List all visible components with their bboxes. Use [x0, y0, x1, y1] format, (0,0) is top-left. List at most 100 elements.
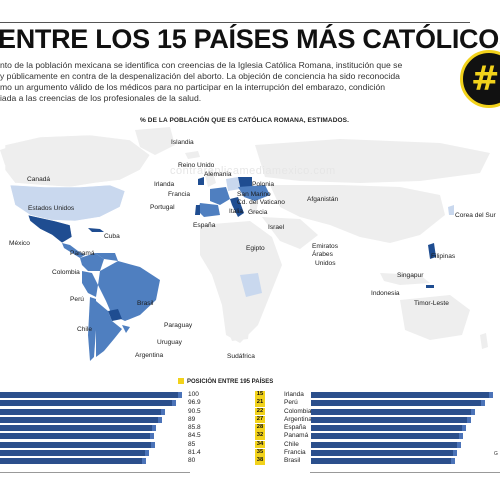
- watermark: contrareplicamediamexico.com: [170, 165, 336, 177]
- bar-row: 80: [0, 457, 200, 465]
- bar-value: 90.5: [188, 407, 201, 415]
- region-southafrica: [226, 323, 250, 341]
- region-philippines: [428, 243, 436, 259]
- bar-row: 89: [0, 416, 200, 424]
- label-uruguay: Uruguay: [157, 339, 182, 346]
- bar-value: 84.5: [188, 432, 201, 440]
- rank-country: Francia: [284, 449, 306, 457]
- region-argentina: [96, 301, 122, 357]
- region-timor: [426, 285, 434, 288]
- region-ireland: [198, 177, 204, 185]
- label-filipinas: Filipinas: [431, 253, 456, 260]
- rank-position: 15: [255, 391, 265, 399]
- region-venezuela: [95, 253, 118, 261]
- rank-bar: [311, 433, 463, 440]
- rank-bar: [311, 400, 485, 407]
- bar: [0, 416, 162, 423]
- rank-country: Chile: [284, 440, 299, 448]
- axis-line-right: [310, 472, 500, 473]
- rank-position: 21: [255, 399, 265, 407]
- intro-paragraph: nto de la población mexicana se identifi…: [0, 60, 450, 104]
- rank-position: 38: [255, 457, 265, 465]
- region-uk: [205, 169, 216, 187]
- ranking-marker: [178, 378, 184, 384]
- label-sudafrica: Sudáfrica: [227, 353, 255, 360]
- region-chile: [88, 297, 96, 361]
- label-cuba: Cuba: [104, 233, 120, 240]
- map-title: % DE LA POBLACIÓN QUE ES CATÓLICA ROMANA…: [140, 117, 349, 124]
- bar-row: 85.8: [0, 424, 201, 432]
- rank-bar: [311, 392, 493, 398]
- bar: [0, 441, 155, 448]
- region-alaska: [0, 145, 20, 165]
- bar-row: 90.5: [0, 407, 201, 416]
- ranking-row: 27 Argentina: [255, 415, 500, 424]
- region-greenland: [135, 127, 175, 155]
- bar-value: 100: [188, 391, 199, 398]
- region-asia: [270, 185, 445, 243]
- bar-value: 80: [188, 457, 196, 465]
- corner-tag: G: [494, 451, 498, 457]
- ranking-title: POSICIÓN ENTRE 195 PAÍSES: [178, 378, 273, 385]
- label-emiratos: Emiratos: [312, 243, 339, 250]
- region-colombia: [80, 253, 104, 271]
- bar-value: 85.8: [188, 424, 201, 432]
- bar-row: 96.9: [0, 399, 201, 407]
- rank-country: Argentina: [284, 415, 312, 423]
- bar-row: 85: [0, 441, 200, 449]
- hashtag-badge: #D: [460, 50, 500, 108]
- bar: [0, 458, 146, 465]
- rank-position: 34: [255, 440, 265, 449]
- region-indonesia: [380, 273, 430, 285]
- rank-position: 27: [255, 415, 265, 424]
- intro-line: iada a las creencias de los profesionale…: [0, 93, 202, 103]
- label-corea: Corea del Sur: [455, 212, 496, 219]
- ranking-row: 38 Brasil: [255, 457, 500, 465]
- region-peru: [82, 271, 98, 297]
- ranking-title-text: POSICIÓN ENTRE 195 PAÍSES: [187, 379, 274, 385]
- label-timor: Timor-Leste: [414, 300, 449, 307]
- region-greece: [250, 203, 258, 213]
- bar-value: 81.4: [188, 449, 201, 457]
- label-italia: Italia: [229, 208, 243, 215]
- label-israel: Israel: [268, 224, 285, 231]
- label-francia: Francia: [168, 191, 190, 198]
- region-cuba: [88, 228, 104, 232]
- ranking-row: 28 España: [255, 424, 500, 432]
- bar-value: 96.9: [188, 399, 201, 407]
- region-nz: [480, 333, 488, 349]
- label-brasil: Brasil: [137, 300, 154, 307]
- bar: [0, 392, 182, 398]
- label-argentina: Argentina: [135, 352, 164, 359]
- label-estados-unidos: Estados Unidos: [28, 205, 75, 212]
- label-arabes: Árabes: [312, 251, 333, 258]
- region-korea: [448, 205, 454, 215]
- label-colombia: Colombia: [52, 269, 80, 276]
- ranking-row: 22 Colombia: [255, 407, 500, 416]
- bar: [0, 408, 165, 415]
- axis-line-left: [0, 472, 190, 473]
- rank-bar: [311, 425, 466, 432]
- rank-country: Perú: [284, 399, 298, 407]
- bar-row: 81.4: [0, 449, 201, 457]
- percentage-bars: 100 96.9 90.5 89 85.8 84.5 85 81.4 80: [0, 391, 201, 466]
- region-germany: [226, 177, 240, 191]
- bar: [0, 400, 176, 407]
- label-unidos: Unidos: [315, 260, 336, 267]
- badge-text: #D: [471, 59, 500, 99]
- ranking-row: 34 Chile: [255, 440, 500, 449]
- label-portugal: Portugal: [150, 204, 175, 211]
- label-irlanda: Irlanda: [154, 181, 175, 188]
- label-islandia: Islandia: [171, 139, 194, 146]
- label-espana: España: [193, 222, 216, 229]
- region-usa: [9, 184, 126, 222]
- label-afganistan: Afganistán: [307, 196, 339, 203]
- label-chile: Chile: [77, 326, 93, 333]
- rank-position: 22: [255, 407, 265, 416]
- label-indonesia: Indonesia: [371, 290, 400, 297]
- region-australia: [400, 295, 470, 340]
- rank-country: Brasil: [284, 457, 301, 465]
- label-peru: Perú: [70, 296, 84, 303]
- ranking-row: 21 Perú: [255, 399, 500, 407]
- rank-country: Colombia: [284, 407, 312, 415]
